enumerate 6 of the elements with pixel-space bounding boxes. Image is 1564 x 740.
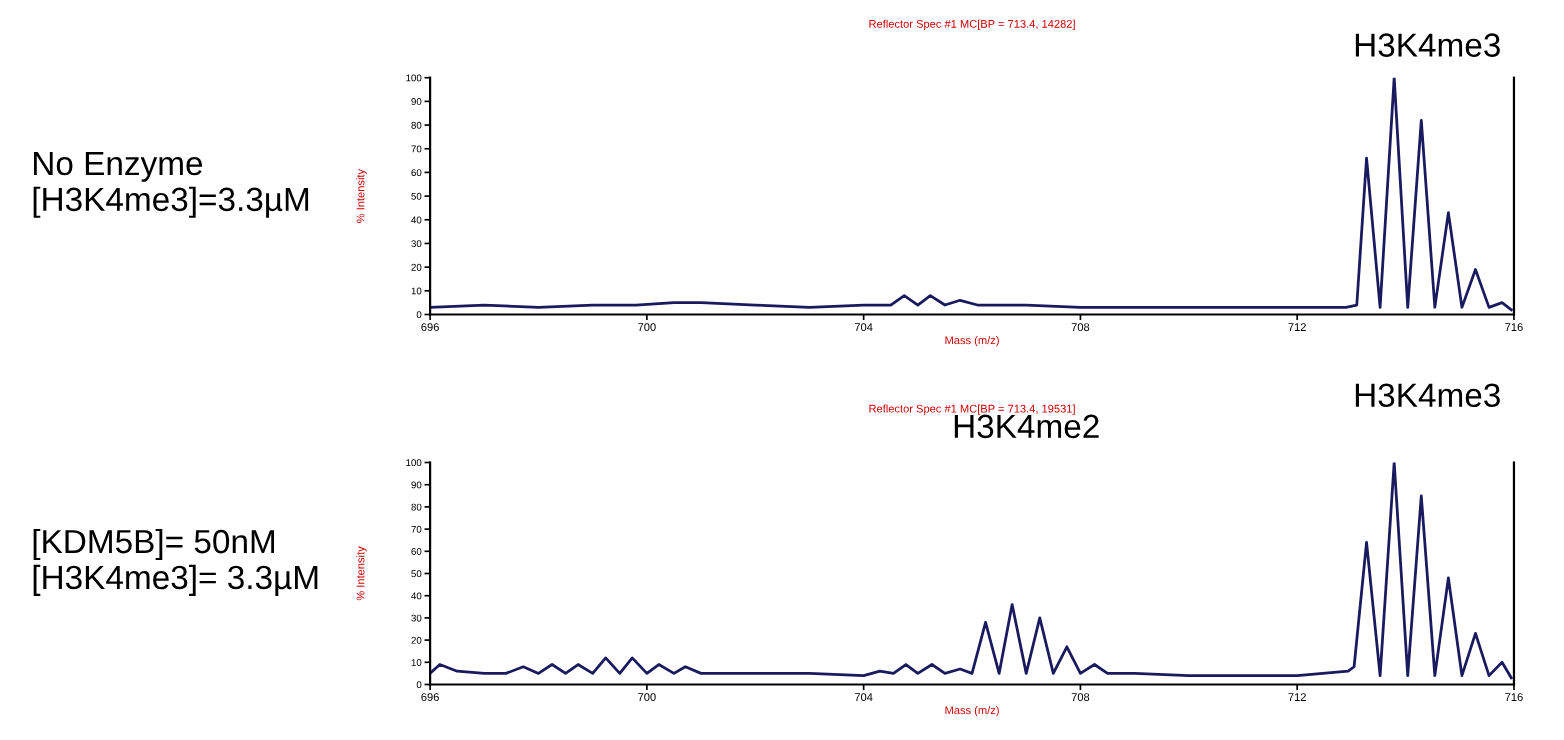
text: H3K4me3 [1355,33,1500,57]
text: [KDM5B]= 50nM [H3K4me3]= 3.3µM [33,528,318,596]
line-series [430,462,1513,680]
text: H3K4me2 [954,414,1099,439]
text: H3K4me3 [1355,383,1500,408]
text: No Enzyme [H3K4me3]=3.3µM [33,152,309,218]
